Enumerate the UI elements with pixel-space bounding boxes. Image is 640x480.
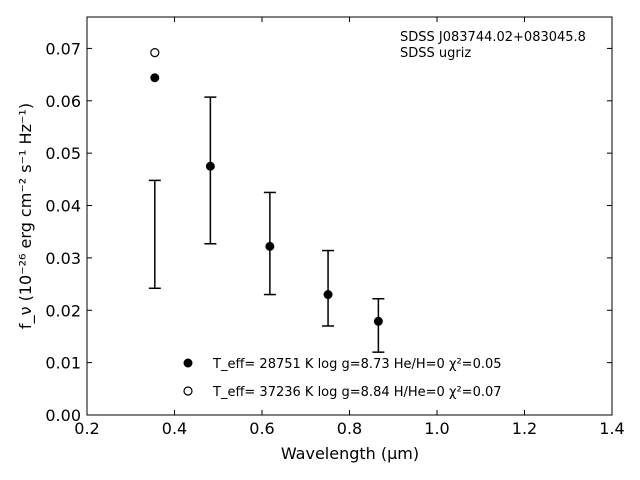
legend-marker-filled — [183, 358, 193, 368]
annotation-survey: SDSS ugriz — [400, 46, 471, 61]
legend-entry: T_eff= 28751 K log g=8.73 He/H=0 χ²=0.05 — [212, 357, 502, 372]
point-open — [150, 48, 160, 58]
y-tick-label: 0.02 — [45, 301, 81, 320]
plot-frame — [86, 16, 613, 416]
x-tick-label: 0.8 — [337, 419, 362, 438]
x-tick-label: 0.4 — [162, 419, 187, 438]
y-axis-label: f_ν (10⁻²⁶ erg cm⁻² s⁻¹ Hz⁻¹) — [16, 103, 36, 329]
legend-marker-open — [183, 386, 193, 396]
y-tick-label: 0.07 — [45, 39, 81, 58]
data-points — [150, 48, 383, 326]
point-filled — [150, 73, 160, 83]
annotation-object: SDSS J083744.02+083045.8 — [400, 30, 586, 45]
error-bars — [148, 96, 385, 353]
y-tick-label: 0.05 — [45, 144, 81, 163]
y-tick-label: 0.04 — [45, 197, 81, 216]
x-axis-label: Wavelength (μm) — [281, 444, 419, 463]
y-tick-label: 0.06 — [45, 92, 81, 111]
point-filled — [205, 161, 215, 171]
point-filled — [265, 241, 275, 251]
y-tick-label: 0.03 — [45, 249, 81, 268]
legend: T_eff= 28751 K log g=8.73 He/H=0 χ²=0.05… — [183, 357, 502, 400]
x-tick-label: 0.2 — [74, 419, 99, 438]
legend-entry: T_eff= 37236 K log g=8.84 H/He=0 χ²=0.07 — [212, 385, 502, 400]
x-tick-label: 1.2 — [512, 419, 537, 438]
x-tick-label: 1.0 — [424, 419, 449, 438]
y-tick-label: 0.00 — [45, 406, 81, 425]
x-tick-label: 1.4 — [599, 419, 624, 438]
point-filled — [323, 290, 333, 300]
point-filled — [373, 316, 383, 326]
y-tick-label: 0.01 — [45, 354, 81, 373]
x-tick-label: 0.6 — [249, 419, 274, 438]
axis-ticks: 0.2 0.4 0.6 0.8 1.0 1.2 1.4 0.00 0.01 0.02 0.03 0.0… — [45, 17, 625, 438]
